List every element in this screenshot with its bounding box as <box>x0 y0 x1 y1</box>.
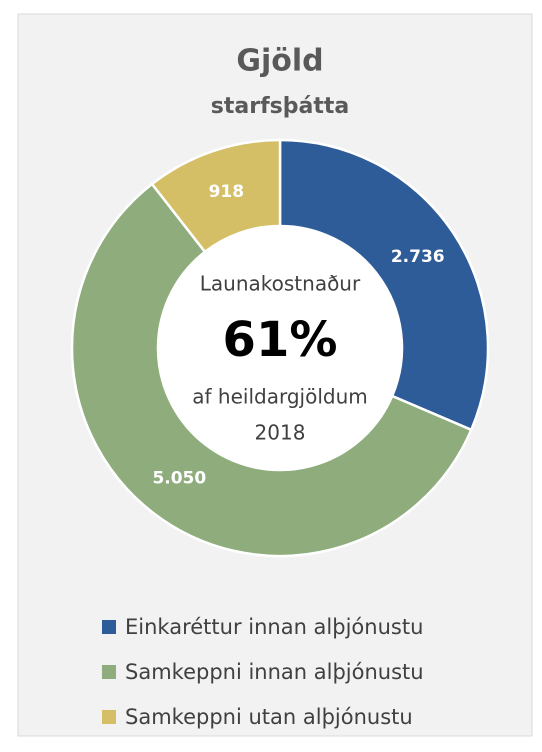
value-label: 2.736 <box>391 247 445 267</box>
center-annotation: 61% <box>223 312 338 368</box>
chart-subtitle: starfsþátta <box>211 94 349 119</box>
center-annotation: af heildargjöldum <box>192 385 367 409</box>
chart-title: Gjöld <box>236 44 323 79</box>
donut-slice <box>150 138 282 254</box>
legend-label: Einkaréttur innan alþjónustu <box>125 615 423 639</box>
value-label: 5.050 <box>152 469 206 489</box>
value-label: 918 <box>209 182 245 202</box>
donut-slice <box>278 138 490 432</box>
legend-swatch <box>102 710 116 724</box>
legend-label: Samkeppni utan alþjónustu <box>125 705 413 729</box>
legend-swatch <box>102 665 116 679</box>
legend-label: Samkeppni innan alþjónustu <box>125 660 424 684</box>
center-annotation: Launakostnaður <box>200 272 361 296</box>
donut-slice <box>70 182 473 558</box>
legend-swatch <box>102 620 116 634</box>
center-annotation: 2018 <box>255 421 306 445</box>
donut-hole <box>159 227 401 469</box>
